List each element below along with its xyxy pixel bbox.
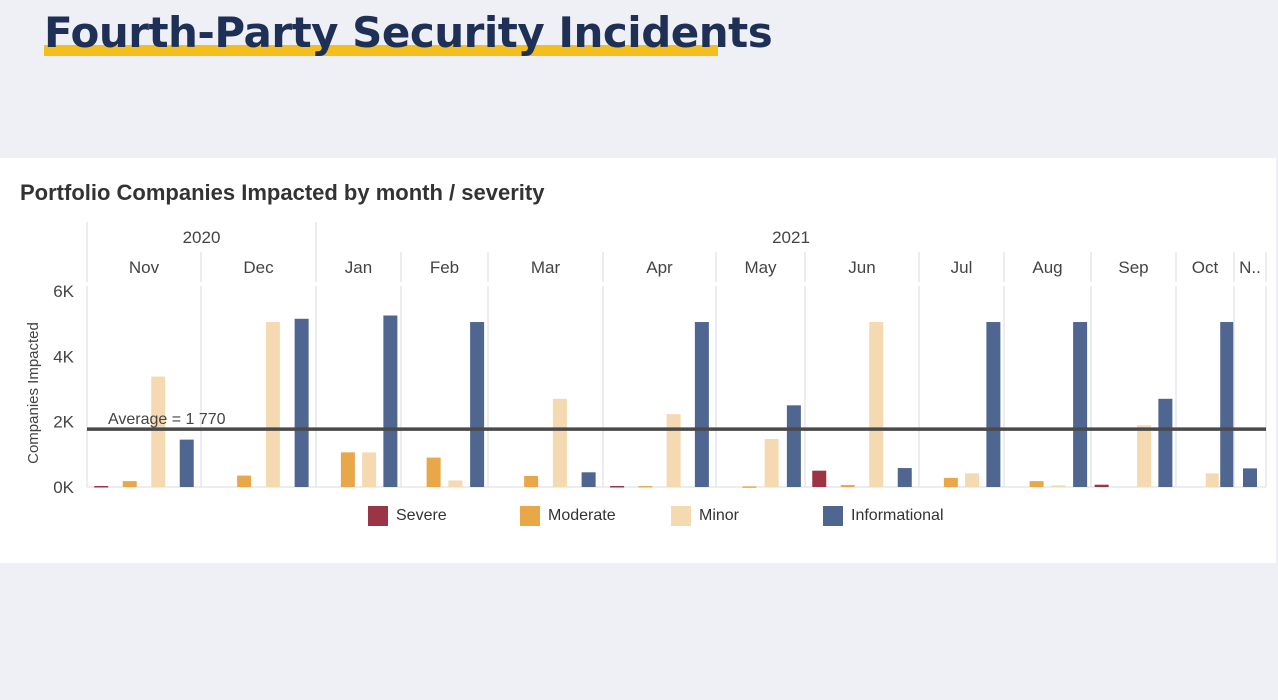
bar-minor [764,438,779,487]
chart-legend: Severe Moderate Minor Informational [0,506,1276,530]
bar-moderate [840,485,855,487]
page-title-text: Fourth-Party Security Incidents [44,8,773,57]
legend-label: Informational [851,507,944,524]
y-tick-label: 2K [53,413,74,432]
bar-minor [448,480,463,487]
month-label: Feb [430,258,459,277]
bar-severe [1094,484,1109,487]
chart-title: Portfolio Companies Impacted by month / … [20,180,545,205]
bar-moderate [1029,481,1044,487]
bar-minor [1205,473,1219,487]
legend-swatch [823,506,843,526]
bar-minor [151,376,166,487]
bar-minor [1137,425,1152,487]
bar-moderate [237,475,252,487]
bar-informational [897,468,912,487]
bar-severe [812,470,827,487]
legend-item-informational: Informational [823,506,944,526]
bar-minor [362,452,377,487]
month-label: Aug [1032,258,1062,277]
bar-informational [1073,322,1088,487]
month-label: Oct [1192,258,1219,277]
legend-item-severe: Severe [368,506,447,526]
title-underline-accent [44,45,718,56]
chart-plot: 2020 2021 Nov Dec Jan Feb Mar Apr May Jun Jul Aug Se… [25,222,1267,497]
bar-informational [383,315,398,487]
bar-minor [869,322,884,487]
bar-minor [965,473,980,487]
chart-card: Portfolio Companies Impacted by month / … [0,158,1276,563]
bar-moderate [524,475,539,487]
month-label: Mar [531,258,561,277]
bar-moderate [943,477,958,487]
month-label: Sep [1118,258,1148,277]
legend-swatch [671,506,691,526]
bar-moderate [638,486,653,488]
year-label: 2020 [183,228,221,247]
bar-informational [786,405,801,487]
bar-moderate [426,457,441,487]
bar-moderate [340,452,355,487]
bar-minor [265,322,280,487]
bar-informational [986,322,1001,487]
bar-moderate [122,481,137,487]
month-label: N.. [1239,258,1261,277]
bar-informational [581,472,596,487]
bar-minor [666,414,681,487]
month-label: May [744,258,777,277]
bar-severe [94,486,109,488]
bar-informational [1220,322,1234,487]
month-label: Apr [646,258,673,277]
legend-label: Minor [699,507,740,524]
bar-informational [294,318,309,487]
legend-item-minor: Minor [671,506,739,526]
month-label: Jan [345,258,372,277]
month-label: Jul [951,258,973,277]
bar-informational [179,439,194,487]
legend-swatch [368,506,388,526]
y-tick-label: 0K [53,478,74,497]
bar-minor [552,398,567,487]
bar-severe [610,486,625,488]
bar-informational [1243,468,1257,487]
month-label: Jun [848,258,875,277]
legend-item-moderate: Moderate [520,506,616,526]
legend-label: Severe [396,507,447,524]
month-label: Dec [243,258,274,277]
month-label: Nov [129,258,160,277]
legend-label: Moderate [548,507,616,524]
bar-informational [470,322,485,487]
page-title: Fourth-Party Security Incidents [44,8,773,57]
bar-informational [1158,398,1173,487]
average-label: Average = 1 770 [108,411,226,428]
bar-informational [694,322,709,487]
y-axis-label: Companies Impacted [25,322,42,464]
bar-minor [1051,485,1066,487]
bar-moderate [742,486,757,488]
year-label: 2021 [772,228,810,247]
legend-swatch [520,506,540,526]
y-tick-label: 6K [53,282,74,301]
y-tick-label: 4K [53,347,74,366]
